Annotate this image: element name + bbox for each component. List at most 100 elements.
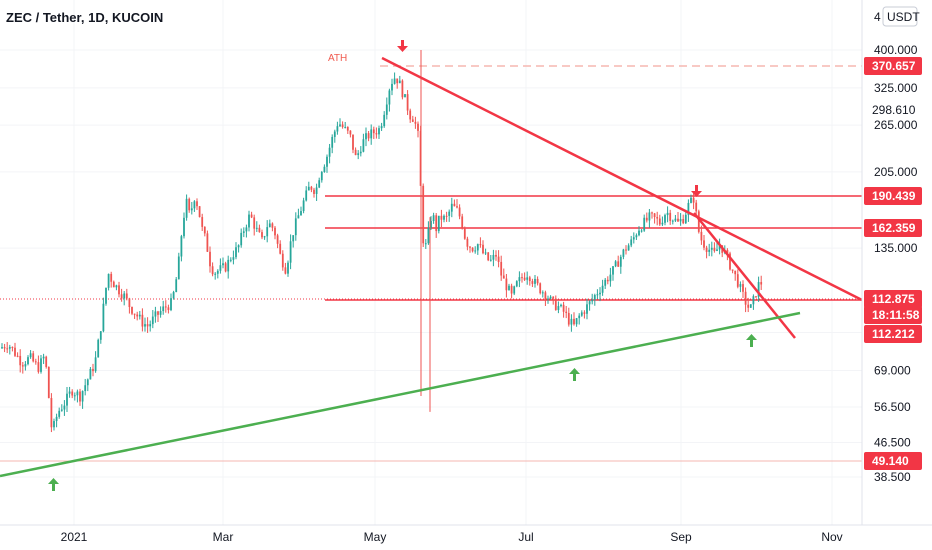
candle-down	[726, 249, 729, 254]
red-down-arrow-sep	[691, 185, 702, 197]
candle-up	[237, 245, 240, 248]
candle-up	[159, 311, 162, 315]
currency-selector[interactable]	[882, 6, 918, 27]
candle-up	[404, 94, 406, 98]
candle-up	[630, 239, 633, 246]
candle-up	[331, 136, 334, 148]
candle-down	[279, 243, 282, 254]
candle-down	[651, 212, 653, 214]
y-tick-label: 325.000	[874, 81, 918, 95]
candle-down	[744, 291, 747, 305]
candle-up	[710, 247, 713, 250]
candle-down	[731, 269, 734, 271]
candle-down	[274, 227, 276, 236]
candle-down	[310, 186, 313, 190]
candle-up	[328, 147, 331, 157]
candle-down	[261, 232, 263, 238]
candle-down	[435, 215, 438, 232]
candle-up	[674, 218, 677, 221]
time-axis[interactable]: 2021 Mar May Jul Sep Nov	[0, 524, 932, 544]
candle-down	[461, 216, 464, 228]
candle-down	[341, 124, 344, 128]
candle-down	[736, 274, 739, 287]
candle-up	[66, 393, 68, 406]
candle-down	[487, 252, 490, 261]
candle-down	[11, 346, 14, 348]
candle-up	[383, 114, 386, 127]
ath-label: ATH	[328, 53, 347, 64]
candle-up	[227, 259, 230, 272]
candle-down	[495, 254, 497, 257]
candle-up	[248, 214, 250, 228]
candle-up	[437, 215, 440, 232]
candle-down	[354, 149, 357, 156]
y-tick-label: 46.500	[874, 436, 911, 450]
candle-up	[242, 231, 245, 233]
candle-up	[716, 249, 718, 251]
green-up-arrow-jan	[48, 478, 59, 491]
candle-down	[196, 201, 198, 207]
candle-down	[47, 366, 50, 399]
candle-up	[172, 292, 175, 299]
candle-up	[68, 391, 71, 394]
candle-down	[747, 304, 750, 308]
candle-up	[89, 368, 92, 380]
candle-down	[211, 266, 214, 275]
candle-up	[289, 241, 292, 263]
candle-up	[557, 306, 560, 310]
downtrend-line-main[interactable]	[381, 56, 863, 302]
candle-up	[643, 217, 646, 231]
candle-down	[466, 238, 469, 247]
candle-down	[34, 361, 37, 363]
candle-up	[609, 274, 612, 282]
price-axis[interactable]: 400.000325.000265.000205.000135.00085.00…	[861, 0, 918, 525]
price-badge-label: 18:11:58	[872, 308, 920, 322]
price-badges: 370.657 298.610 190.439 162.359 112.875 18:11…	[864, 57, 922, 470]
candle-up	[757, 282, 760, 297]
candle-down	[497, 256, 500, 262]
price-badge	[864, 325, 922, 343]
candle-down	[201, 217, 204, 227]
candle-down	[760, 282, 763, 285]
candle-up	[718, 245, 721, 250]
candle-up	[245, 227, 248, 232]
candle-down	[32, 353, 35, 362]
price-badge	[864, 306, 922, 324]
candle-down	[276, 235, 279, 244]
candle-up	[432, 215, 435, 221]
candle-up	[266, 227, 269, 237]
candle-down	[118, 285, 120, 295]
candle-up	[599, 292, 601, 295]
candle-down	[349, 130, 352, 135]
candle-up	[268, 223, 271, 228]
price-badge	[864, 219, 922, 237]
candle-up	[185, 198, 188, 218]
candle-down	[45, 356, 48, 367]
candle-down	[536, 278, 539, 284]
red-down-arrow-top	[397, 40, 408, 52]
candle-down	[458, 207, 461, 217]
candle-down	[409, 110, 412, 120]
candle-up	[315, 187, 318, 194]
candle-down	[692, 197, 695, 203]
price-badge	[864, 290, 922, 308]
y-tick-label: 265.000	[874, 118, 918, 132]
candle-down	[3, 347, 6, 349]
uptrend-support-line[interactable]	[0, 311, 801, 478]
candle-up	[193, 201, 196, 209]
candle-up	[596, 294, 599, 296]
candle-down	[131, 307, 133, 314]
candle-up	[58, 410, 61, 417]
candle-up	[60, 409, 63, 411]
candle-up	[53, 421, 55, 428]
price-badge	[864, 452, 922, 470]
candle-up	[232, 257, 235, 260]
candle-up	[287, 262, 289, 274]
candle-down	[713, 247, 716, 251]
y-tick-label: 205.000	[874, 165, 918, 179]
candle-down	[479, 244, 482, 246]
candle-up	[55, 416, 58, 422]
y-tick-label: 135.000	[874, 241, 918, 255]
candle-up	[190, 208, 193, 211]
